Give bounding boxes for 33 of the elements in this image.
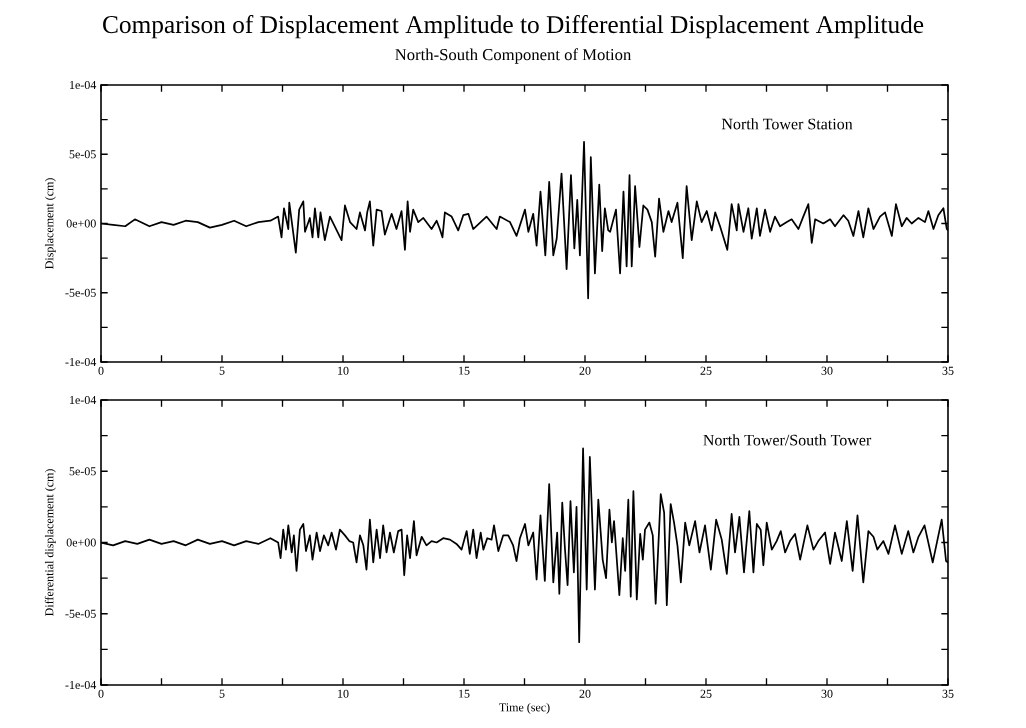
y-axis-title: Differential displacement (cm) (44, 469, 56, 616)
chart-title: Comparison of Displacement Amplitude to Differential Displacement Amplitude (103, 15, 924, 39)
x-tick-label: 35 (942, 689, 954, 698)
y-axis-title: Displacement (cm) (44, 178, 56, 269)
x-tick-label: 10 (338, 366, 349, 375)
text: North Tower/South Tower (703, 434, 872, 446)
x-tick-label: 5 (219, 366, 225, 375)
y-tick-label: 1e-04 (70, 80, 97, 90)
y-tick-label: -1e-04 (65, 357, 97, 367)
x-tick-label: 25 (700, 366, 712, 375)
x-tick-label: 10 (338, 689, 349, 698)
x-tick-label: 30 (821, 366, 833, 375)
x-tick-label: 30 (821, 689, 833, 698)
y-tick-label: -5e-05 (65, 609, 96, 618)
x-tick-label: 20 (579, 366, 591, 375)
y-tick-label: 0e+00 (66, 219, 96, 228)
x-tick-label: 0 (98, 689, 104, 698)
chart-subtitle: North-South Component of Motion (395, 48, 632, 64)
x-tick-label: 20 (579, 689, 591, 698)
text: North Tower Station (721, 118, 853, 130)
y-tick-label: 5e-05 (69, 150, 96, 159)
x-axis-title: Time (sec) (499, 702, 550, 714)
x-tick-label: 25 (700, 689, 712, 698)
x-tick-label: 15 (459, 366, 470, 375)
x-tick-label: 0 (98, 366, 104, 375)
y-tick-label: 1e-04 (70, 395, 97, 405)
x-tick-label: 5 (219, 689, 225, 698)
y-tick-label: -5e-05 (65, 288, 96, 297)
y-tick-label: -1e-04 (65, 680, 97, 690)
x-tick-label: 35 (942, 366, 954, 375)
y-tick-label: 0e+00 (66, 538, 96, 547)
x-tick-label: 15 (459, 689, 470, 698)
y-tick-label: 5e-05 (69, 467, 96, 476)
